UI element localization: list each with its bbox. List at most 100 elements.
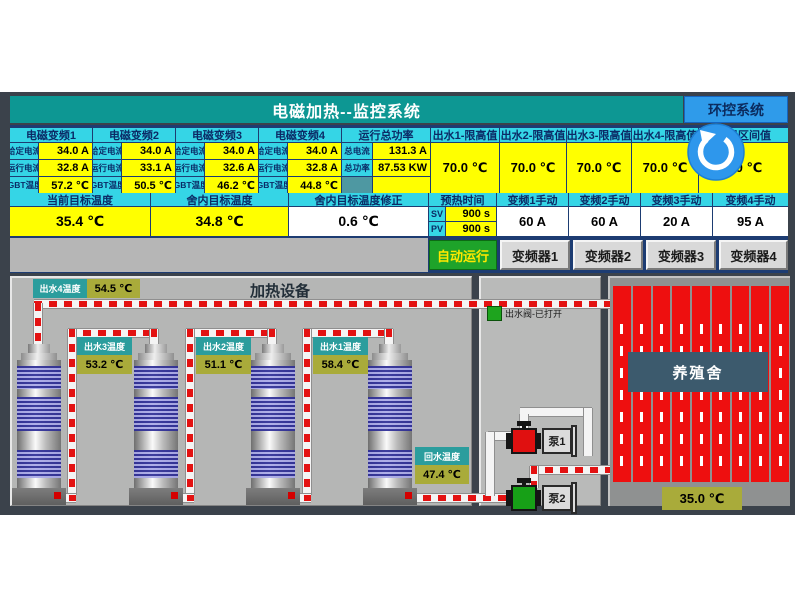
heater-tower-1 [12, 344, 66, 505]
outlet4-temp-value: 54.5 ℃ [87, 279, 140, 298]
tower-coil-band [251, 450, 295, 478]
breeding-house-temp: 35.0 ℃ [662, 487, 742, 510]
pump1-flange-right [536, 433, 541, 449]
outlet3-temp-label: 出水3温度 [77, 337, 132, 355]
auto-run-button[interactable]: 自动运行 [429, 240, 497, 270]
outlet2-temp-value: 51.1 ℃ [196, 355, 251, 374]
set-current-value: 34.0 A [38, 143, 92, 159]
manual-current-value[interactable]: 95 A [713, 207, 788, 236]
tower-coil-band [17, 366, 61, 389]
row-label: 总功率 [342, 160, 372, 176]
empty-gray-panel [10, 238, 428, 272]
pump2-end-plate [571, 482, 577, 514]
row-label: 给定电流 [93, 143, 121, 159]
env-control-system-button[interactable]: 环控系统 [684, 96, 788, 123]
pump2-actuator-stem [522, 482, 526, 487]
page-title: 电磁加热--监控系统 [272, 103, 421, 121]
tower-shoulder [255, 353, 291, 360]
pipe-bracket2-down [150, 329, 158, 347]
pump2-valve[interactable] [511, 485, 537, 511]
column-title: 出水3-限高值 [567, 128, 631, 142]
tower-body [17, 360, 61, 488]
pipe-bracket4-return [303, 329, 311, 495]
pump1-pipe-left-v [486, 432, 494, 496]
outlet4-temp-label: 出水4温度 [33, 279, 87, 298]
manual-inverter-4: 变频4手动 95 A [713, 193, 788, 236]
column-title: 舍内目标温度修正 [289, 193, 428, 206]
group-title: 电磁变频2 [93, 128, 175, 142]
sv-label: SV [429, 207, 445, 221]
base-pipe-3 [289, 494, 311, 502]
current-target-temp-value[interactable]: 35.4 ℃ [10, 207, 150, 236]
total-power-value: 87.53 KW [372, 160, 430, 176]
tower-cap [262, 344, 284, 353]
radiator-bar-line [719, 324, 723, 476]
row-label: 运行电流 [10, 160, 38, 176]
target-temp-correction-value[interactable]: 0.6 ℃ [289, 207, 428, 236]
limit-column-1: 出水1-限高值 70.0 ℃ [431, 128, 499, 193]
inverter-1-button[interactable]: 变频器1 [500, 240, 570, 270]
pipe-bracket2-h [68, 329, 158, 337]
return-water-temp-label: 回水温度 [415, 447, 469, 465]
column-title: 变频4手动 [713, 193, 788, 206]
manual-current-value[interactable]: 60 A [497, 207, 568, 236]
inverter-3-button[interactable]: 变频器3 [646, 240, 716, 270]
radiator-bar-line [640, 324, 644, 476]
tower-base [129, 488, 183, 505]
supply-pipe-main [34, 300, 610, 308]
pump1-valve[interactable] [511, 428, 537, 454]
pump2-flange-left [506, 490, 511, 506]
return-water-temp-value: 47.4 ℃ [415, 465, 469, 484]
pump2-motor[interactable]: 泵2 [542, 485, 572, 511]
run-current-value: 32.6 A [204, 160, 258, 176]
row-label: 运行电流 [176, 160, 204, 176]
igbt-temp-value: 46.2 ℃ [204, 177, 258, 193]
tower-coil-band [17, 397, 61, 431]
equipment-title: 加热设备 [249, 283, 310, 300]
house-target-temp: 舍内目标温度 34.8 ℃ [151, 193, 288, 236]
pump1-motor[interactable]: 泵1 [542, 428, 572, 454]
tower-body [134, 360, 178, 488]
row-label: 总电流 [342, 143, 372, 159]
pipe-bracket3-down [268, 329, 276, 347]
house-target-temp-value[interactable]: 34.8 ℃ [151, 207, 288, 236]
igbt-temp-value: 44.8 ℃ [287, 177, 341, 193]
run-current-value: 33.1 A [121, 160, 175, 176]
pipe-bracket4-down [385, 329, 393, 347]
inverter-4-button[interactable]: 变频器4 [719, 240, 788, 270]
outlet1-temp-value: 58.4 ℃ [313, 355, 368, 374]
pipe-bracket2-return [68, 329, 76, 495]
column-title: 舍内目标温度 [151, 193, 288, 206]
radiator-return-pipe-v [530, 466, 538, 488]
tower-cap [379, 344, 401, 353]
refresh-icon[interactable] [687, 123, 745, 181]
total-power-group: 运行总功率 总电流 131.3 A 总功率 87.53 KW [342, 128, 430, 193]
scada-window: 电磁加热--监控系统 环控系统 电磁变频1 给定电流 34.0 A 运行电流 32.… [0, 92, 795, 515]
manual-current-value[interactable]: 20 A [641, 207, 712, 236]
radiator-return-pipe-h [530, 466, 610, 474]
radiator-bar [613, 286, 631, 482]
sv-value[interactable]: 900 s [446, 207, 496, 221]
manual-inverter-1: 变频1手动 60 A [497, 193, 568, 236]
row-label: IGBT温度 [10, 177, 38, 193]
group-title: 运行总功率 [342, 128, 430, 142]
tower3-outlet-dot [288, 492, 295, 499]
tower-coil-band [17, 450, 61, 478]
tower-body [251, 360, 295, 488]
row-label: 给定电流 [176, 143, 204, 159]
pump1-flange-left [506, 433, 511, 449]
group-title: 电磁变频3 [176, 128, 258, 142]
inverter-2-button[interactable]: 变频器2 [573, 240, 643, 270]
pump1-end-plate [571, 425, 577, 457]
manual-inverter-2: 变频2手动 60 A [569, 193, 640, 236]
manual-current-value[interactable]: 60 A [569, 207, 640, 236]
row-label: 运行电流 [93, 160, 121, 176]
radiator-bar-line [620, 324, 624, 476]
limit-value: 70.0 ℃ [632, 143, 698, 193]
empty-value [372, 177, 430, 193]
tower4-outlet-dot [405, 492, 412, 499]
tower-coil-band [368, 397, 412, 431]
tower-body [368, 360, 412, 488]
igbt-temp-value: 57.2 ℃ [38, 177, 92, 193]
